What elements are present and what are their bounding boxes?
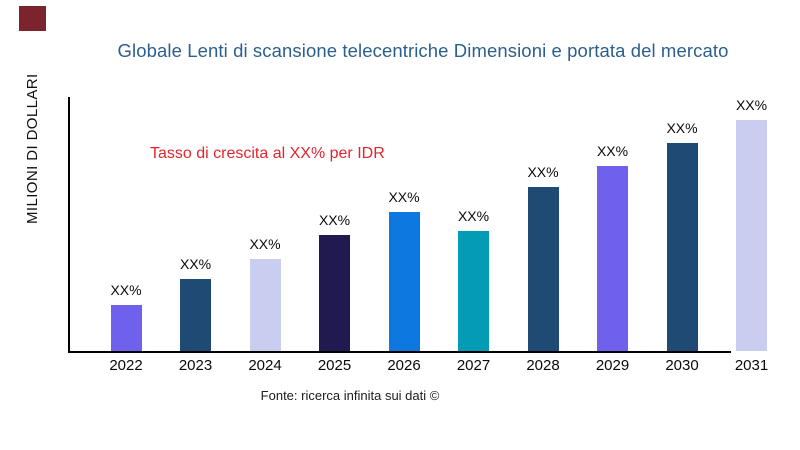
x-tick-label-2023: 2023: [178, 357, 213, 374]
growth-rate-annotation: Tasso di crescita al XX% per IDR: [150, 145, 385, 162]
bar-2023: [180, 279, 211, 351]
bar-2026: [388, 212, 420, 351]
brand-logo-square: [19, 6, 46, 31]
bar-2027: [458, 231, 489, 351]
bar-2029: [597, 166, 628, 351]
x-tick-label-2031: 2031: [734, 357, 769, 374]
bar-value-label-2026: XX%: [388, 189, 420, 205]
x-tick-label-2028: 2028: [526, 357, 560, 374]
bar-2030: [666, 143, 698, 351]
x-tick-label-2027: 2027: [456, 357, 491, 374]
chart-title: Globale Lenti di scansione telecentriche…: [117, 40, 729, 61]
bar-value-label-2023: XX%: [179, 256, 212, 272]
x-tick-label-2024: 2024: [248, 357, 282, 374]
bar-value-label-2022: XX%: [110, 282, 142, 298]
bar-value-label-2029: XX%: [596, 143, 629, 159]
bar-value-label-2025: XX%: [318, 212, 351, 228]
bar-value-label-2027: XX%: [457, 208, 490, 224]
bar-2031: [736, 120, 767, 351]
x-tick-label-2025: 2025: [317, 357, 352, 374]
x-tick-label-2026: 2026: [387, 357, 421, 374]
y-axis-line: [68, 97, 70, 353]
bar-2025: [319, 235, 350, 351]
x-axis-line: [68, 351, 731, 353]
bar-value-label-2030: XX%: [666, 120, 698, 136]
bar-value-label-2031: XX%: [735, 97, 768, 113]
bar-2024: [249, 259, 281, 351]
x-tick-label-2022: 2022: [109, 357, 143, 374]
bar-2022: [110, 305, 142, 351]
bar-value-label-2024: XX%: [249, 236, 281, 252]
bar-value-label-2028: XX%: [527, 164, 559, 180]
footer-source: Fonte: ricerca infinita sui dati ©: [260, 388, 440, 403]
x-tick-label-2029: 2029: [595, 357, 630, 374]
x-tick-label-2030: 2030: [665, 357, 699, 374]
bar-2028: [527, 187, 559, 351]
